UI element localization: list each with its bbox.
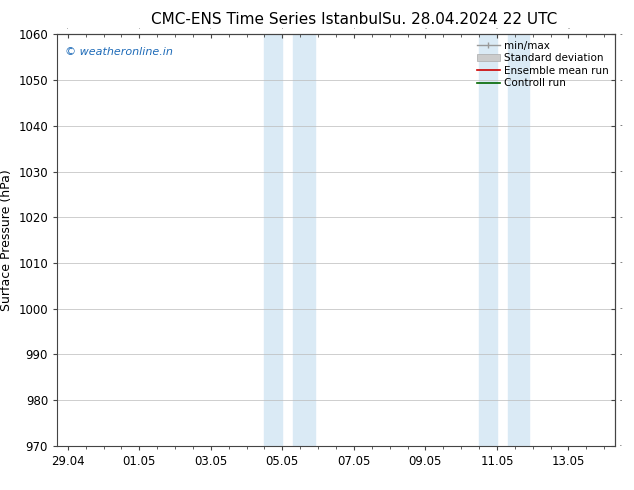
Text: © weatheronline.in: © weatheronline.in (65, 47, 173, 57)
Bar (264, 34, 282, 446)
Legend: min/max, Standard deviation, Ensemble mean run, Controll run: min/max, Standard deviation, Ensemble me… (473, 36, 613, 93)
Bar (508, 34, 529, 446)
Bar (479, 34, 497, 446)
Y-axis label: Surface Pressure (hPa): Surface Pressure (hPa) (0, 169, 13, 311)
Text: CMC-ENS Time Series Istanbul: CMC-ENS Time Series Istanbul (151, 12, 382, 27)
Text: Su. 28.04.2024 22 UTC: Su. 28.04.2024 22 UTC (382, 12, 557, 27)
Bar (293, 34, 314, 446)
